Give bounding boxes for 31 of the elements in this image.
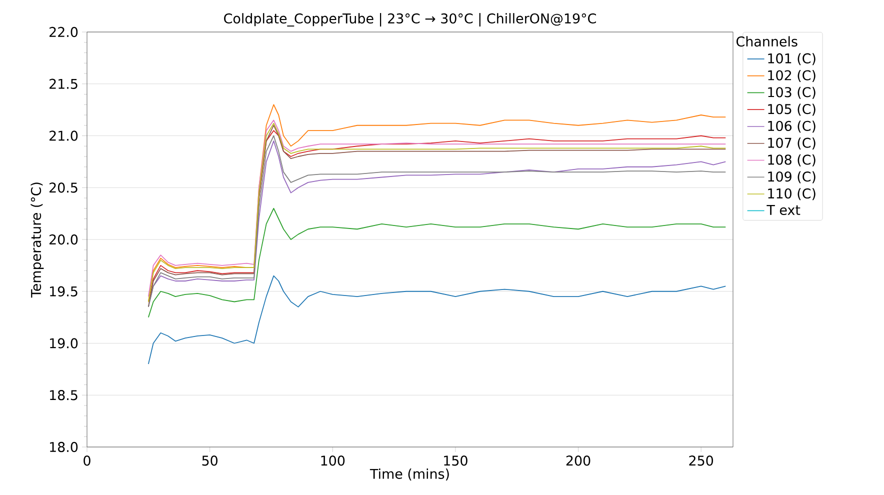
line-series bbox=[148, 208, 726, 318]
chart-title: Coldplate_CopperTube | 23°C → 30°C | ChillerON@19°C bbox=[224, 13, 596, 26]
legend-label: 107 (C) bbox=[768, 138, 816, 150]
legend-label: 108 (C) bbox=[768, 154, 816, 166]
legend-label: 109 (C) bbox=[768, 171, 816, 184]
legend-label: 105 (C) bbox=[768, 104, 816, 116]
y-tick-label: 21.0 bbox=[50, 130, 78, 141]
legend-label: 102 (C) bbox=[768, 70, 816, 82]
x-tick-label: 150 bbox=[444, 456, 468, 466]
x-tick-label: 0 bbox=[84, 456, 90, 466]
y-tick-label: 19.0 bbox=[50, 338, 78, 348]
y-tick-label: 18.5 bbox=[50, 390, 78, 400]
y-axis-title: Temperature (°C) bbox=[30, 182, 44, 298]
x-tick-label: 250 bbox=[689, 456, 714, 466]
legend-title: Channels bbox=[736, 36, 798, 47]
line-series bbox=[148, 275, 726, 364]
y-tick-label: 21.5 bbox=[50, 78, 78, 89]
y-tick-label: 20.5 bbox=[50, 182, 78, 193]
x-axis-title: Time (mins) bbox=[370, 468, 449, 481]
x-tick-label: 200 bbox=[566, 456, 590, 466]
y-tick-label: 22.0 bbox=[50, 26, 78, 38]
legend-label: 106 (C) bbox=[768, 120, 816, 133]
legend-label: 110 (C) bbox=[768, 188, 816, 200]
y-tick-label: 20.0 bbox=[50, 234, 78, 245]
y-tick-label: 18.0 bbox=[50, 442, 78, 452]
legend-label: 103 (C) bbox=[768, 86, 816, 99]
x-tick-label: 100 bbox=[321, 456, 345, 466]
x-tick-label: 50 bbox=[202, 456, 218, 466]
y-tick-label: 19.5 bbox=[50, 286, 78, 296]
legend-label: 101 (C) bbox=[768, 53, 816, 66]
legend-label: T ext bbox=[766, 205, 800, 216]
